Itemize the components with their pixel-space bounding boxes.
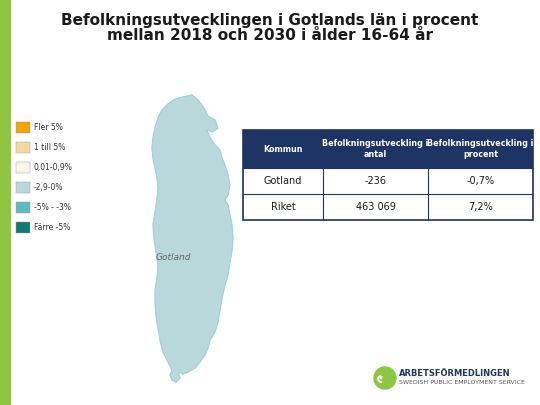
Text: 0,01-0,9%: 0,01-0,9% [34, 163, 73, 172]
Text: Kommun: Kommun [264, 145, 303, 153]
Text: 463 069: 463 069 [355, 202, 395, 212]
Text: mellan 2018 och 2030 i ålder 16-64 år: mellan 2018 och 2030 i ålder 16-64 år [107, 28, 433, 43]
Bar [0, 0, 11, 405]
Text: Befolkningsutveckling i
antal: Befolkningsutveckling i antal [322, 139, 429, 159]
Text: -2,9-0%: -2,9-0% [34, 183, 64, 192]
Text: Fler 5%: Fler 5% [34, 123, 63, 132]
Text: Befolkningsutvecklingen i Gotlands län i procent: Befolkningsutvecklingen i Gotlands län i… [62, 13, 478, 28]
Text: SWEDISH PUBLIC EMPLOYMENT SERVICE: SWEDISH PUBLIC EMPLOYMENT SERVICE [399, 381, 525, 386]
Text: Riket: Riket [271, 202, 295, 212]
Text: -5% - -3%: -5% - -3% [34, 203, 71, 212]
Bar [243, 130, 533, 220]
Polygon shape [152, 95, 233, 382]
Text: 7,2%: 7,2% [468, 202, 493, 212]
Bar [16, 182, 30, 193]
Text: Gotland: Gotland [156, 254, 191, 262]
Bar [16, 142, 30, 153]
Circle shape [374, 367, 396, 389]
Bar [16, 222, 30, 233]
Bar [16, 122, 30, 133]
Bar [243, 130, 533, 168]
Bar [16, 202, 30, 213]
Text: Gotland: Gotland [264, 176, 302, 186]
Text: 1 till 5%: 1 till 5% [34, 143, 65, 152]
Text: -0,7%: -0,7% [467, 176, 495, 186]
Text: -236: -236 [364, 176, 387, 186]
Text: Färre -5%: Färre -5% [34, 223, 70, 232]
Text: ARBETSFÖRMEDLINGEN: ARBETSFÖRMEDLINGEN [399, 369, 511, 377]
Bar [16, 162, 30, 173]
Text: Befolkningsutveckling i
procent: Befolkningsutveckling i procent [427, 139, 534, 159]
